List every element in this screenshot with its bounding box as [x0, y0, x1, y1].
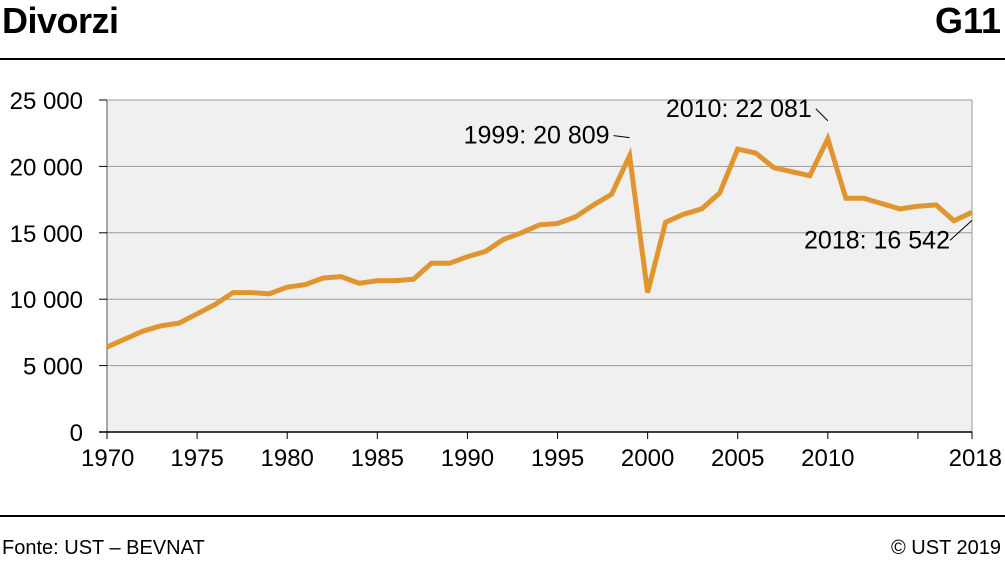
x-tick-label: 2018: [949, 445, 1002, 472]
chart-title: Divorzi: [2, 0, 119, 41]
y-tick-label: 15 000: [10, 221, 83, 248]
x-tick-label: 1980: [261, 445, 314, 472]
source-note: Fonte: UST – BEVNAT: [2, 537, 205, 559]
plot-background: [107, 100, 972, 432]
annotation-leader: [613, 135, 630, 139]
chart-code: G11: [934, 0, 1001, 41]
y-tick-label: 25 000: [10, 88, 83, 115]
annotation-leader: [815, 108, 829, 122]
y-tick-label: 10 000: [10, 287, 83, 314]
y-tick-label: 0: [70, 420, 83, 447]
annotation-label: 1999: 20 809: [464, 122, 610, 150]
x-tick-label: 2010: [801, 445, 854, 472]
y-tick-labels: 0 5 000 10 000 15 000 20 000 25 000: [10, 88, 83, 447]
x-tick-label: 2005: [711, 445, 764, 472]
annotation-leader: [949, 219, 973, 241]
x-tick-label: 1990: [441, 445, 494, 472]
y-tick-label: 20 000: [10, 154, 83, 181]
x-tick-label: 1970: [81, 445, 134, 472]
top-rule: [0, 58, 1005, 60]
y-tick-label: 5 000: [23, 354, 83, 381]
annotation-label: 2018: 16 542: [804, 226, 950, 254]
x-tick-label: 1995: [531, 445, 584, 472]
x-tick-label: 2000: [621, 445, 674, 472]
annotation-label: 2010: 22 081: [666, 95, 812, 123]
bottom-rule: [0, 515, 1005, 517]
copyright-note: © UST 2019: [891, 537, 1001, 559]
series-line-divorzi: [105, 131, 974, 350]
x-tick-labels: 1970 1975 1980 1985 1990 1995 2000 2005 2010 2018: [81, 445, 1002, 472]
axes: [99, 99, 973, 439]
annotations: 1999: 20 809 2010: 22 081 2018: 16 542: [464, 95, 973, 254]
x-tick-label: 1985: [351, 445, 404, 472]
x-tick-label: 1975: [170, 445, 223, 472]
